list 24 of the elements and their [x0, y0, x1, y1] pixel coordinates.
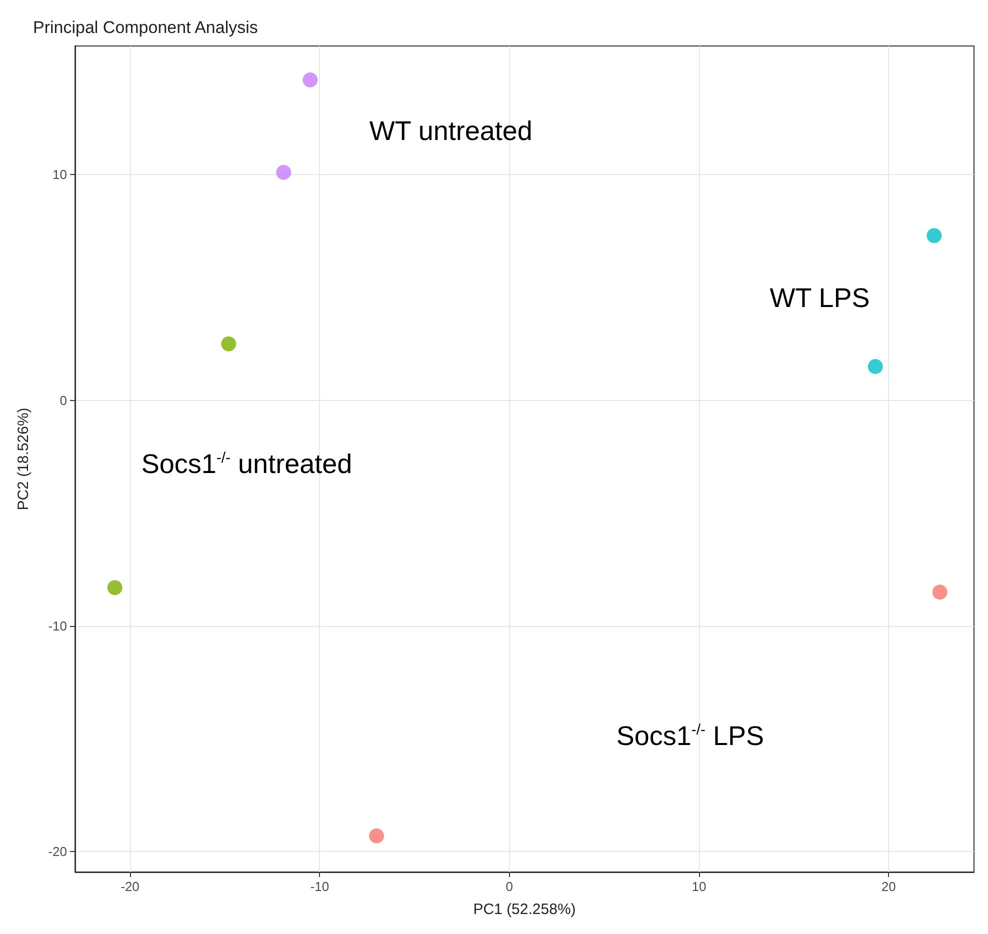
chart-title: Principal Component Analysis	[33, 18, 258, 37]
point	[932, 584, 948, 600]
point	[926, 228, 942, 244]
x-tick-label: -20	[120, 879, 140, 894]
annotation: WT LPS	[770, 283, 870, 314]
x-axis-title: PC1 (52.258%)	[473, 901, 576, 918]
y-axis-title: PC2 (18.526%)	[15, 408, 32, 510]
annotation: Socs1-/- untreated	[141, 448, 352, 479]
point	[369, 828, 384, 844]
point	[221, 336, 236, 352]
y-tick-label: 10	[52, 167, 67, 182]
point	[276, 164, 292, 180]
y-tick-label: -20	[48, 844, 67, 860]
point	[107, 580, 122, 596]
x-tick-label: 10	[692, 879, 706, 894]
point	[302, 72, 318, 88]
annotation: WT untreated	[369, 116, 532, 146]
x-tick-label: -10	[310, 879, 330, 894]
y-tick-label: 0	[60, 392, 67, 408]
annotation: Socs1-/- LPS	[616, 721, 764, 752]
x-tick-label: 0	[506, 879, 513, 894]
point	[868, 358, 883, 374]
y-tick-label: -10	[48, 618, 67, 634]
x-tick-label: 20	[881, 879, 896, 894]
